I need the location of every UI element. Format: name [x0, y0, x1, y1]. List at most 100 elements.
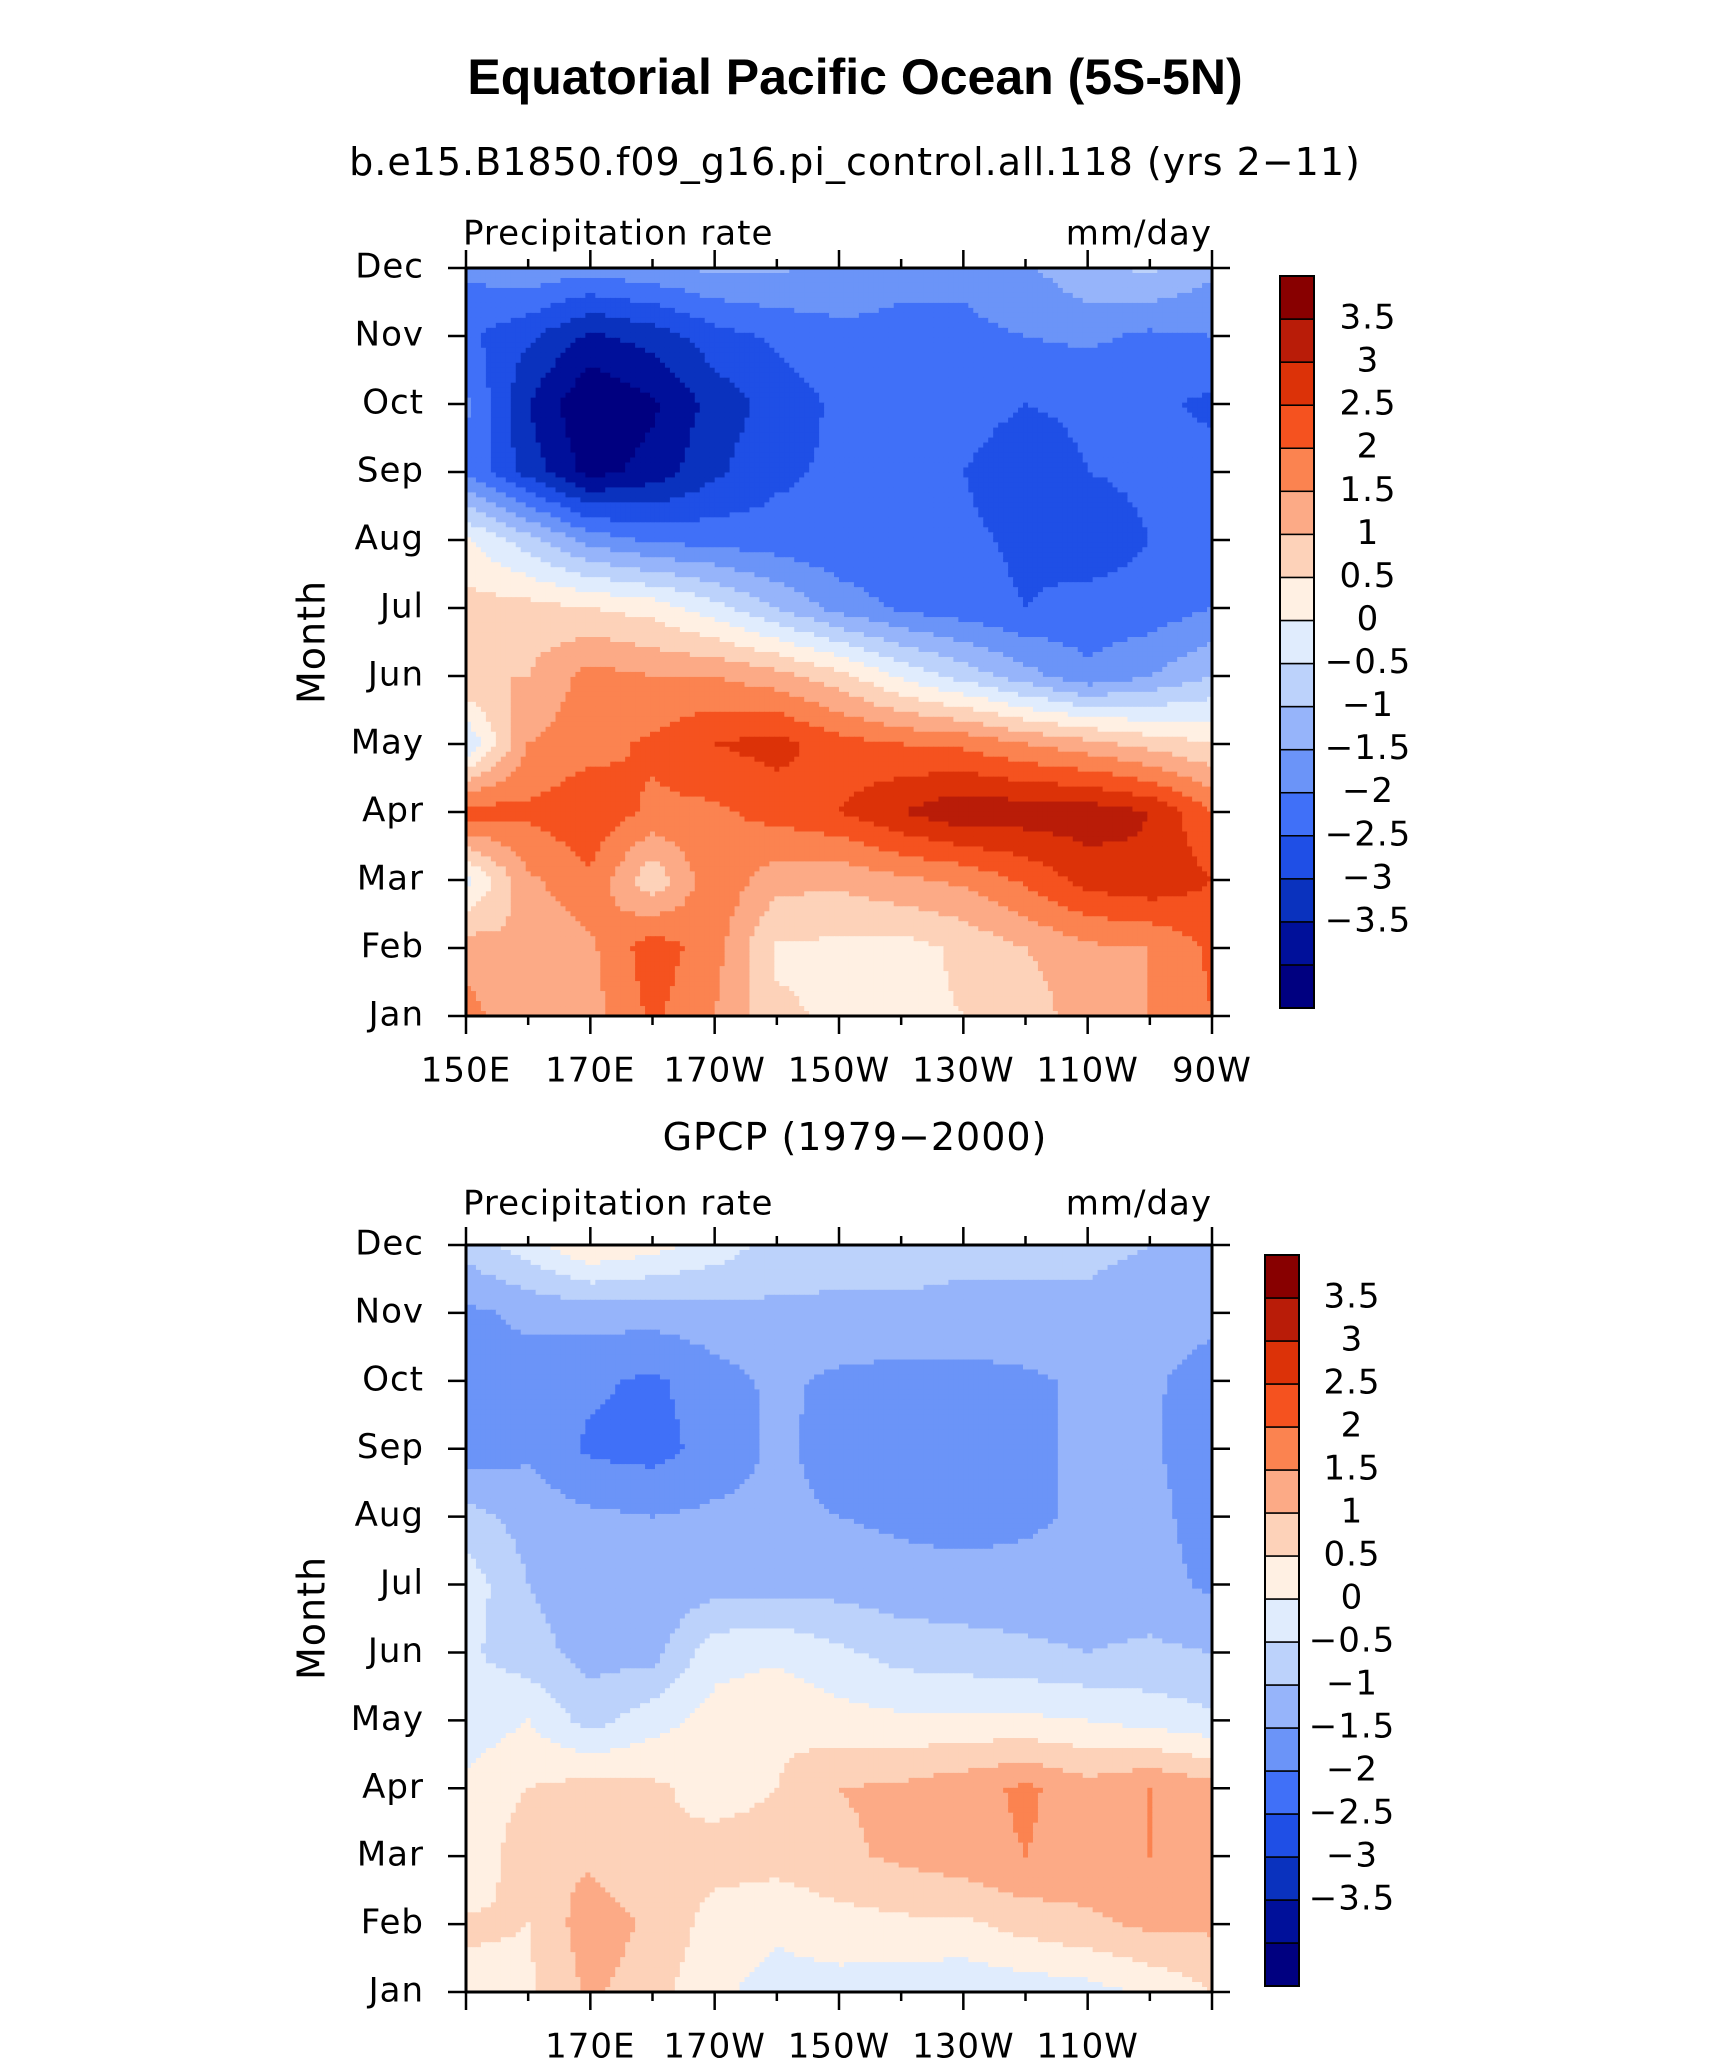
heatmap-cell: [505, 312, 512, 319]
heatmap-cell: [664, 397, 671, 404]
heatmap-cell: [565, 392, 572, 399]
heatmap-cell: [1197, 392, 1203, 399]
heatmap-cell: [1112, 352, 1119, 359]
heatmap-cell: [819, 377, 825, 384]
heatmap-cell: [1082, 382, 1089, 389]
heatmap-cell: [709, 268, 716, 274]
heatmap-cell: [868, 297, 875, 304]
heatmap-cell: [1192, 357, 1198, 364]
heatmap-cell: [610, 322, 616, 329]
heatmap-cell: [490, 407, 497, 414]
heatmap-cell: [774, 292, 780, 299]
heatmap-cell: [694, 347, 701, 354]
heatmap-cell: [674, 392, 681, 399]
heatmap-cell: [525, 347, 532, 354]
heatmap-cell: [1062, 297, 1069, 304]
heatmap-cell: [1013, 402, 1019, 409]
heatmap-cell: [794, 402, 800, 409]
heatmap-cell: [520, 307, 527, 314]
heatmap-cell: [640, 332, 646, 339]
heatmap-cell: [500, 342, 507, 349]
heatmap-cell: [819, 397, 825, 404]
heatmap-cell: [729, 307, 736, 314]
heatmap-cell: [779, 312, 785, 319]
heatmap-cell: [595, 387, 601, 394]
heatmap-cell: [1047, 327, 1054, 334]
heatmap-cell: [1062, 342, 1069, 349]
heatmap-cell: [794, 327, 800, 334]
heatmap-cell: [580, 272, 586, 279]
heatmap-cell: [1023, 357, 1029, 364]
heatmap-cell: [963, 327, 969, 334]
heatmap-cell: [1097, 392, 1104, 399]
heatmap-cell: [625, 397, 631, 404]
heatmap-cell: [913, 422, 920, 429]
heatmap-cell: [1202, 362, 1208, 369]
heatmap-cell: [853, 268, 860, 274]
heatmap-cell: [829, 397, 835, 404]
heatmap-cell: [1107, 382, 1114, 389]
heatmap-cell: [863, 322, 870, 329]
heatmap-cell: [654, 432, 661, 439]
heatmap-cell: [1077, 342, 1084, 349]
heatmap-cell: [540, 312, 547, 319]
heatmap-cell: [1023, 268, 1029, 274]
heatmap-cell: [615, 297, 621, 304]
heatmap-cell: [630, 417, 636, 424]
heatmap-cell: [1087, 397, 1094, 404]
heatmap-cell: [918, 297, 925, 304]
heatmap-cell: [1197, 322, 1203, 329]
heatmap-cell: [630, 402, 636, 409]
heatmap-cell: [565, 327, 572, 334]
heatmap-cell: [938, 392, 945, 399]
heatmap-cell: [605, 327, 611, 334]
heatmap-cell: [704, 367, 711, 374]
heatmap-cell: [1072, 312, 1079, 319]
heatmap-cell: [888, 422, 895, 429]
heatmap-cell: [505, 292, 512, 299]
heatmap-cell: [824, 287, 830, 294]
heatmap-cell: [729, 272, 736, 279]
heatmap-cell: [650, 337, 656, 344]
heatmap-cell: [535, 347, 542, 354]
heatmap-cell: [520, 287, 527, 294]
plot1-right-label: mm/day: [1066, 214, 1212, 254]
heatmap-cell: [610, 312, 616, 319]
heatmap-cell: [654, 307, 661, 314]
heatmap-cell: [645, 332, 651, 339]
heatmap-cell: [804, 392, 810, 399]
heatmap-cell: [530, 312, 537, 319]
heatmap-cell: [819, 302, 825, 309]
heatmap-cell: [610, 382, 616, 389]
heatmap-cell: [1027, 342, 1034, 349]
heatmap-cell: [963, 412, 969, 419]
heatmap-cell: [749, 302, 756, 309]
heatmap-cell: [500, 312, 507, 319]
heatmap-cell: [1062, 397, 1069, 404]
heatmap-cell: [819, 407, 825, 414]
heatmap-cell: [500, 317, 507, 324]
heatmap-cell: [674, 287, 681, 294]
heatmap-cell: [1167, 332, 1173, 339]
heatmap-cell: [878, 282, 885, 289]
heatmap-cell: [1202, 307, 1208, 314]
heatmap-cell: [1047, 357, 1054, 364]
heatmap-cell: [928, 287, 935, 294]
heatmap-cell: [1082, 377, 1089, 384]
heatmap-cell: [1057, 277, 1064, 284]
heatmap-cell: [893, 347, 900, 354]
heatmap-cell: [1137, 382, 1143, 389]
heatmap-cell: [988, 282, 994, 289]
heatmap-cell: [1142, 268, 1148, 274]
heatmap-cell: [684, 327, 691, 334]
heatmap-cell: [868, 357, 875, 364]
heatmap-cell: [848, 352, 855, 359]
heatmap-cell: [1092, 342, 1099, 349]
heatmap-cell: [774, 307, 780, 314]
heatmap-cell: [978, 362, 984, 369]
heatmap-cell: [1057, 287, 1064, 294]
heatmap-cell: [958, 332, 964, 339]
heatmap-cell: [650, 397, 656, 404]
heatmap-cell: [1077, 317, 1084, 324]
heatmap-cell: [1042, 377, 1049, 384]
